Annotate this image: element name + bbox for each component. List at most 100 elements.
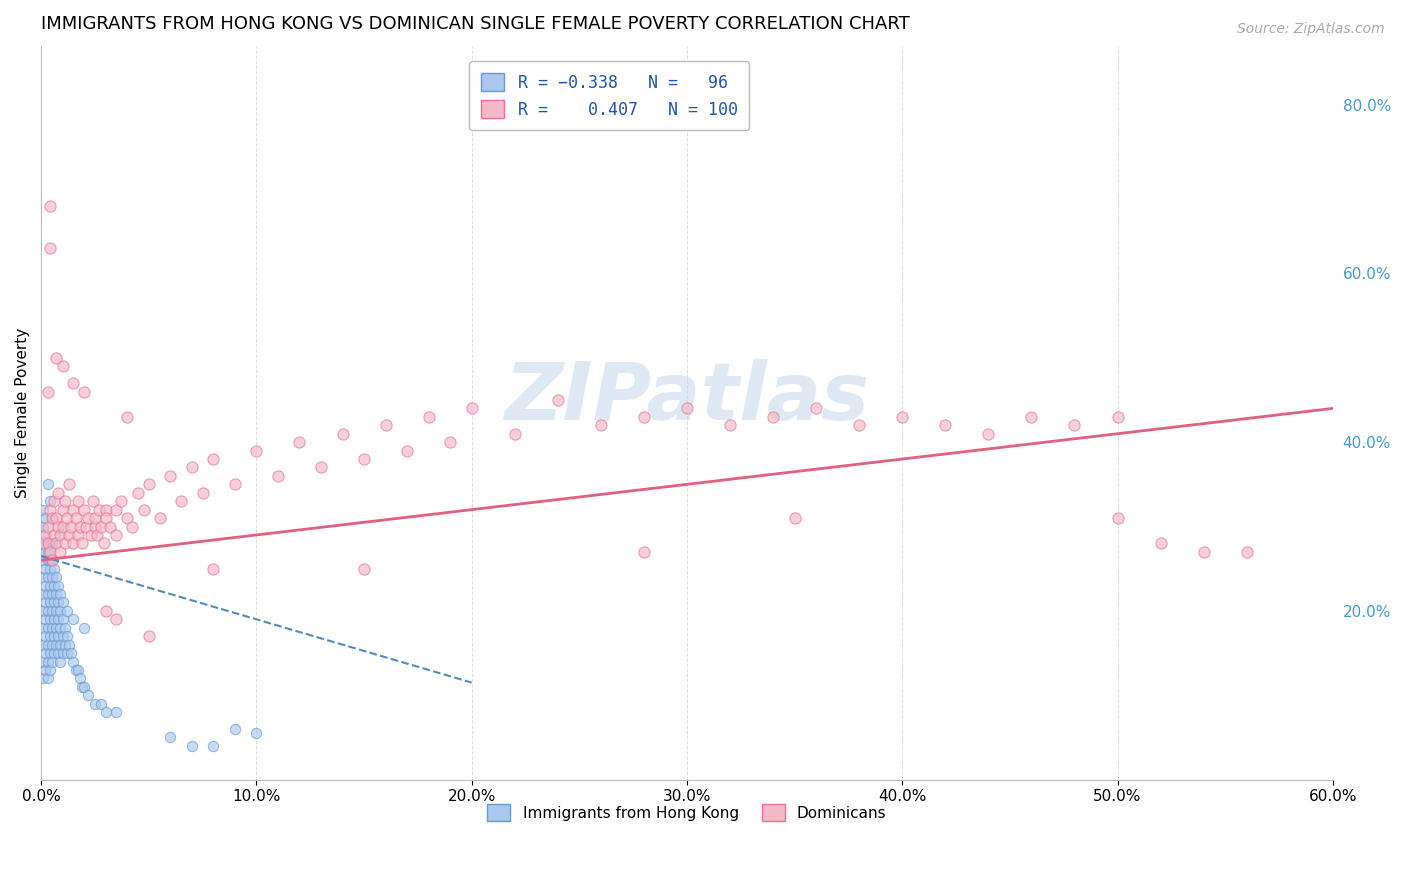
Point	[42, 562, 65, 576]
Point	[38, 199, 60, 213]
Point	[66, 494, 89, 508]
Point	[41, 511, 63, 525]
Point	[1021, 409, 1043, 424]
Legend: Immigrants from Hong Kong, Dominicans: Immigrants from Hong Kong, Dominicans	[481, 798, 893, 827]
Point	[66, 528, 89, 542]
Point	[38, 536, 60, 550]
Point	[60, 519, 83, 533]
Point	[41, 570, 63, 584]
Point	[134, 502, 156, 516]
Point	[1236, 545, 1258, 559]
Point	[90, 697, 112, 711]
Point	[37, 587, 59, 601]
Point	[86, 528, 108, 542]
Point	[77, 511, 100, 525]
Point	[245, 443, 267, 458]
Point	[41, 655, 63, 669]
Point	[79, 528, 101, 542]
Point	[332, 426, 354, 441]
Point	[37, 553, 59, 567]
Point	[38, 502, 60, 516]
Point	[353, 562, 375, 576]
Point	[73, 680, 96, 694]
Point	[224, 477, 246, 491]
Point	[191, 485, 214, 500]
Point	[94, 705, 117, 719]
Text: ZIPatlas: ZIPatlas	[505, 359, 869, 437]
Point	[52, 646, 75, 660]
Point	[202, 562, 225, 576]
Point	[42, 646, 65, 660]
Point	[38, 494, 60, 508]
Point	[38, 241, 60, 255]
Point	[94, 604, 117, 618]
Point	[34, 528, 56, 542]
Point	[45, 621, 67, 635]
Point	[245, 726, 267, 740]
Point	[62, 502, 84, 516]
Point	[37, 536, 59, 550]
Point	[60, 646, 83, 660]
Point	[115, 511, 138, 525]
Point	[34, 595, 56, 609]
Point	[37, 638, 59, 652]
Point	[84, 511, 107, 525]
Point	[46, 485, 69, 500]
Point	[783, 511, 806, 525]
Point	[84, 519, 107, 533]
Point	[49, 655, 72, 669]
Point	[53, 621, 76, 635]
Point	[718, 418, 741, 433]
Point	[41, 638, 63, 652]
Point	[49, 638, 72, 652]
Point	[38, 545, 60, 559]
Point	[148, 511, 170, 525]
Point	[58, 528, 80, 542]
Point	[82, 494, 104, 508]
Point	[202, 739, 225, 753]
Point	[32, 638, 55, 652]
Point	[34, 629, 56, 643]
Point	[1107, 409, 1129, 424]
Point	[934, 418, 956, 433]
Point	[70, 536, 93, 550]
Point	[180, 460, 202, 475]
Point	[42, 528, 65, 542]
Point	[46, 646, 69, 660]
Point	[70, 680, 93, 694]
Point	[34, 646, 56, 660]
Point	[45, 570, 67, 584]
Point	[41, 536, 63, 550]
Point	[45, 587, 67, 601]
Point	[32, 672, 55, 686]
Point	[62, 655, 84, 669]
Point	[41, 511, 63, 525]
Point	[159, 731, 181, 745]
Point	[32, 553, 55, 567]
Point	[41, 553, 63, 567]
Point	[38, 595, 60, 609]
Point	[49, 621, 72, 635]
Text: Source: ZipAtlas.com: Source: ZipAtlas.com	[1237, 22, 1385, 37]
Point	[32, 536, 55, 550]
Point	[45, 536, 67, 550]
Point	[45, 638, 67, 652]
Point	[32, 587, 55, 601]
Point	[439, 435, 461, 450]
Point	[633, 409, 655, 424]
Point	[202, 452, 225, 467]
Point	[49, 587, 72, 601]
Point	[762, 409, 785, 424]
Point	[38, 562, 60, 576]
Point	[56, 629, 79, 643]
Point	[34, 545, 56, 559]
Point	[32, 570, 55, 584]
Point	[52, 359, 75, 374]
Point	[121, 519, 143, 533]
Point	[127, 485, 149, 500]
Point	[37, 570, 59, 584]
Point	[38, 629, 60, 643]
Point	[105, 705, 128, 719]
Point	[52, 612, 75, 626]
Point	[460, 401, 482, 416]
